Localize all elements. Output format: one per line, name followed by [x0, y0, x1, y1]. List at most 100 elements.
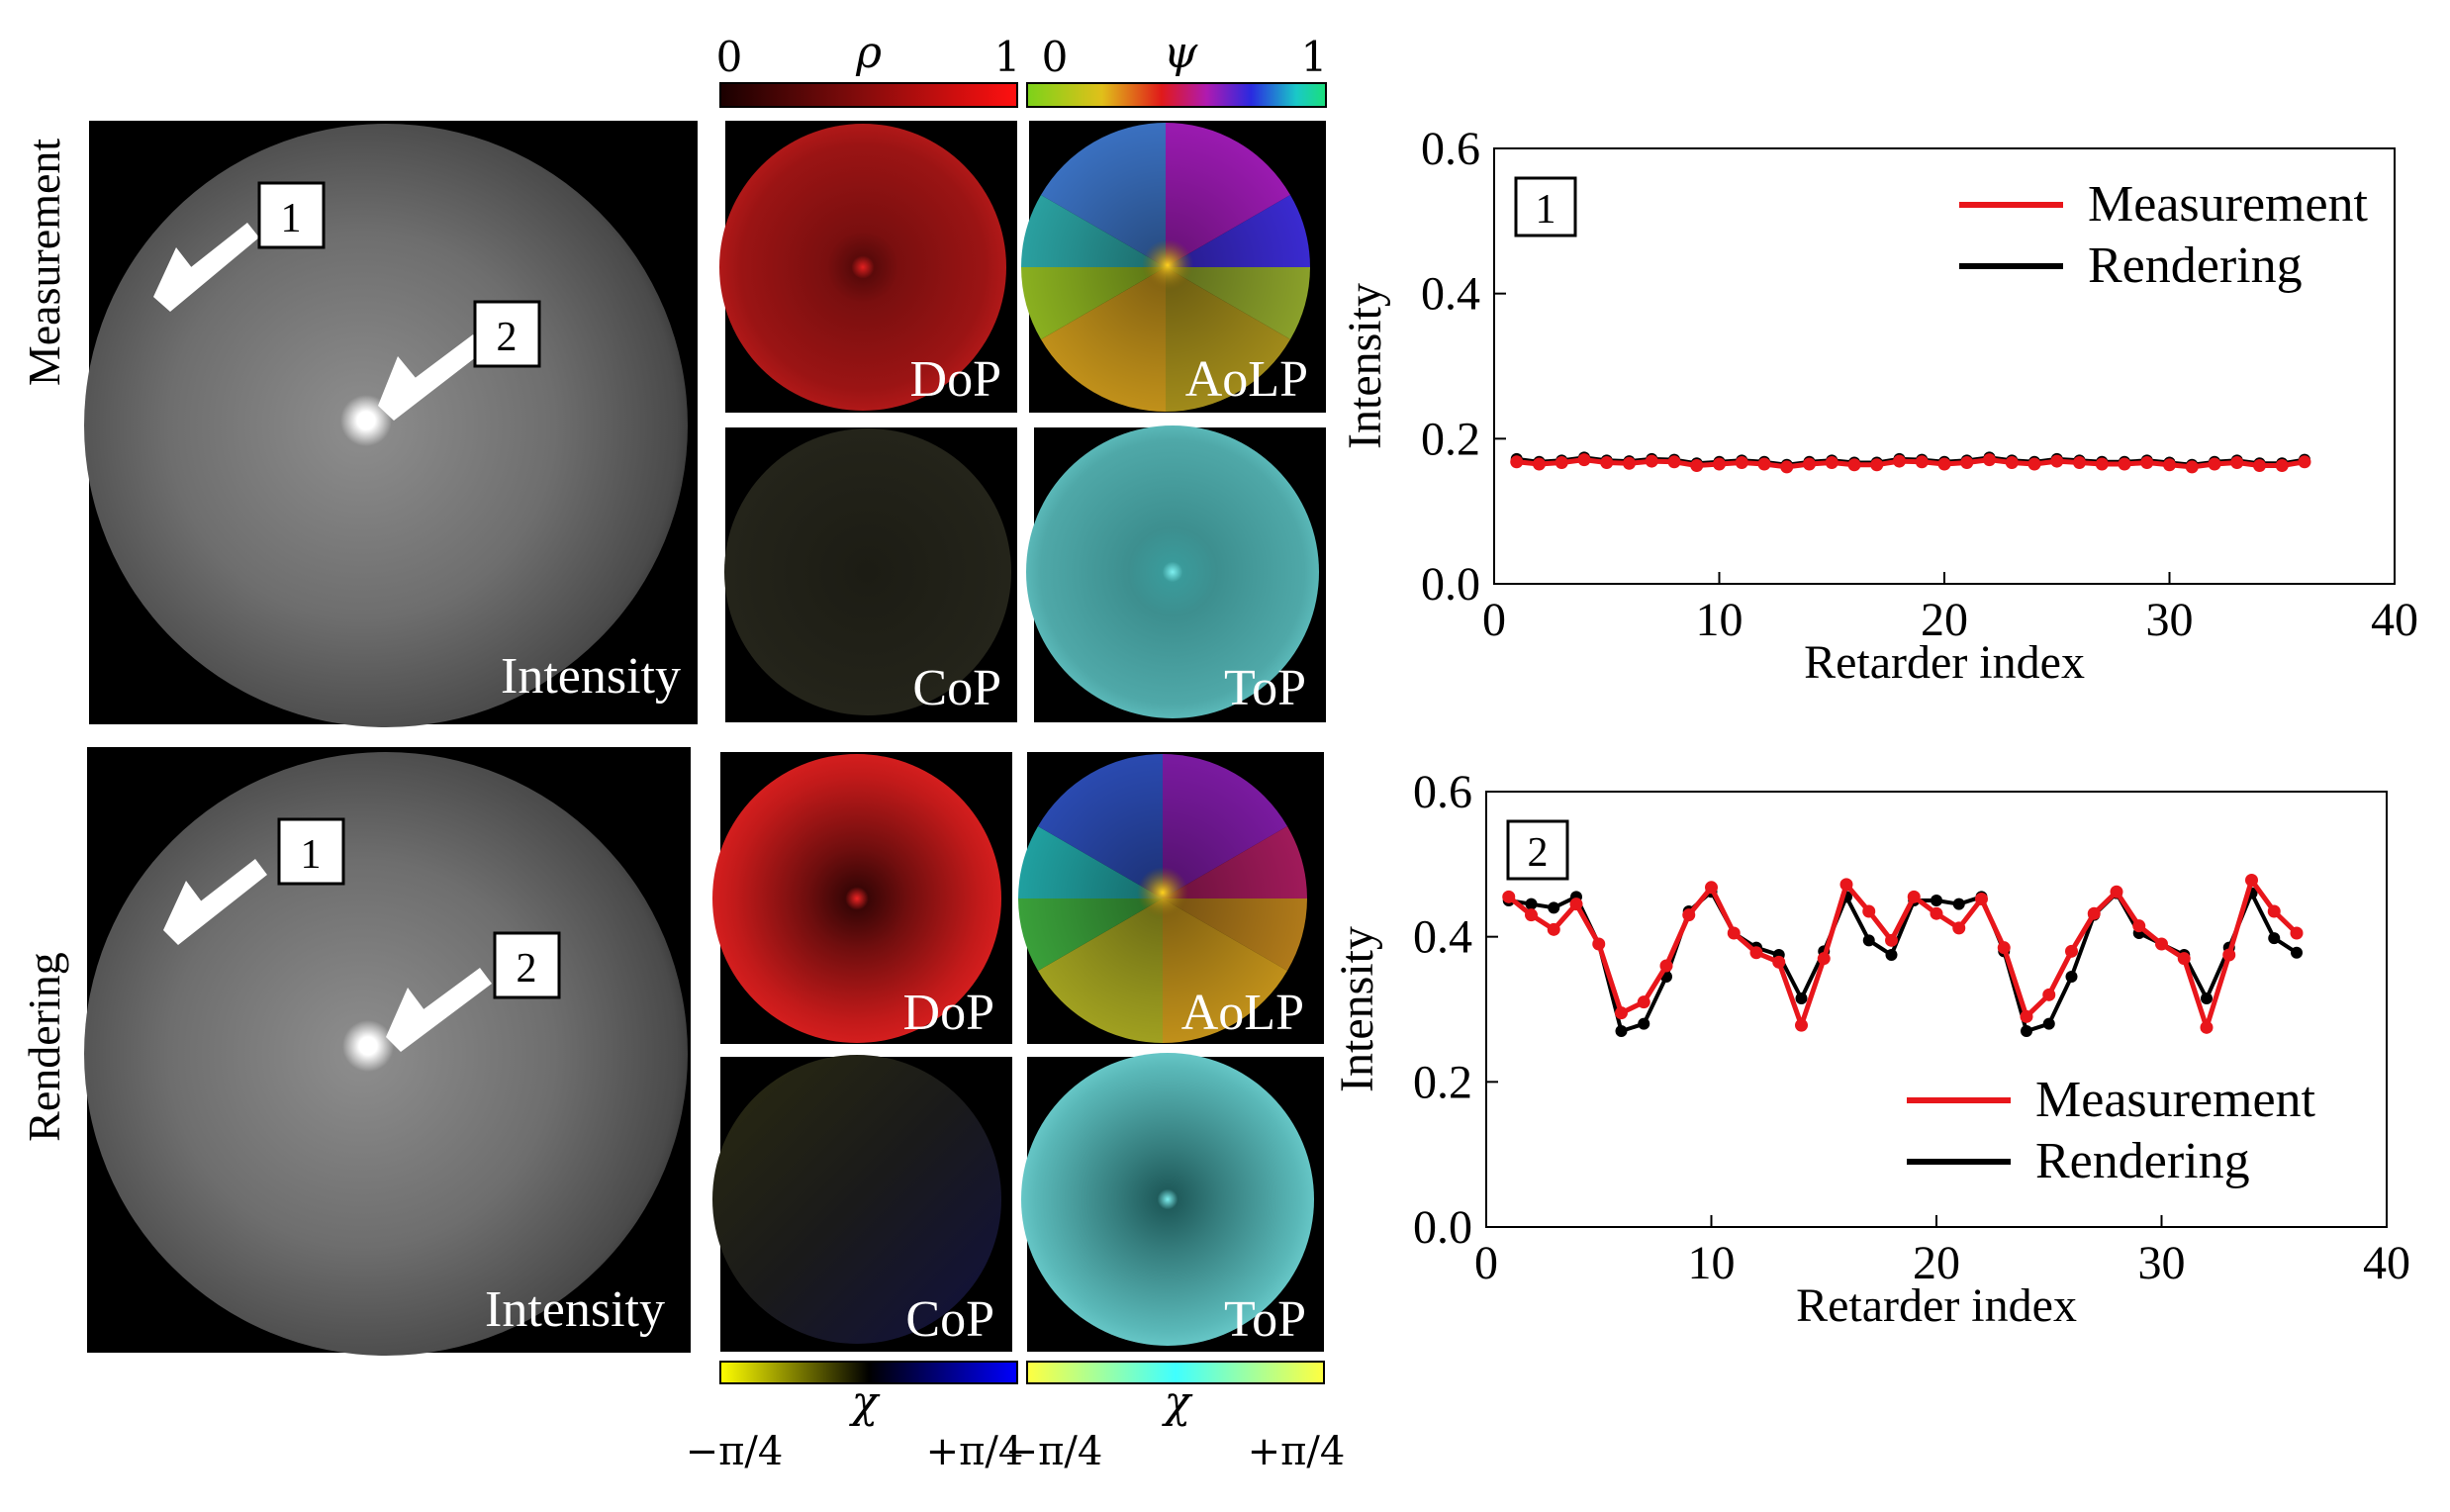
y-tick-label: 0.2: [1413, 1056, 1472, 1108]
colorbar-psi-min: 0: [1042, 33, 1069, 81]
tile-label-dop: DoP: [910, 351, 1001, 408]
panel-label-box: [1506, 819, 1569, 881]
data-point-measurement: [1795, 1018, 1808, 1032]
data-point-measurement: [2095, 457, 2109, 471]
tile-dop-measurement: DoP: [719, 121, 1017, 413]
panel-label: 1: [1536, 187, 1556, 233]
data-point-measurement: [1937, 457, 1951, 471]
data-point-measurement: [1592, 937, 1606, 951]
y-tick-label: 0.2: [1421, 413, 1480, 465]
intensity-chart-point-1: 0 10 20 30 40 0.0 0.2 0.4 0.6 Retarder index Inten…: [1339, 123, 2418, 689]
data-point-measurement: [2073, 456, 2086, 470]
data-point-rendering: [2268, 932, 2281, 945]
arrow-1: [153, 223, 259, 312]
data-point-measurement: [2020, 1009, 2033, 1023]
panel-label: 2: [1528, 830, 1549, 876]
data-point-rendering: [2291, 946, 2303, 959]
data-point-measurement: [1682, 908, 1696, 922]
colorbar-chi-cop: −π/4 χ +π/4: [686, 1361, 1024, 1474]
tile-label-dop: DoP: [903, 985, 994, 1041]
data-point-measurement: [2065, 944, 2078, 958]
data-point-measurement: [1825, 456, 1838, 470]
data-point-measurement: [2245, 873, 2258, 887]
data-point-rendering: [1615, 1025, 1628, 1037]
tile-label-top: ToP: [1224, 660, 1306, 716]
x-tick-label: 20: [1921, 594, 1968, 646]
callout-box-1: [277, 817, 345, 886]
data-point-measurement: [1600, 456, 1614, 470]
legend-label-rendering: Rendering: [2088, 237, 2303, 294]
callout-2: 2: [497, 315, 518, 360]
data-point-measurement: [1885, 933, 1898, 947]
tile-cop-rendering: CoP: [712, 1055, 1012, 1352]
data-point-rendering: [1862, 934, 1875, 947]
intensity-panel-rendering: 1 2 Intensity: [84, 747, 691, 1356]
data-point-measurement: [1983, 453, 1996, 467]
data-point-rendering: [1548, 901, 1560, 914]
colorbar-rho-symbol: ρ: [855, 28, 882, 78]
data-point-measurement: [2140, 456, 2154, 470]
data-point-measurement: [1997, 941, 2011, 955]
tile-label-cop: CoP: [905, 1291, 994, 1348]
y-tick-label: 0.6: [1413, 766, 1472, 818]
data-point-measurement: [1839, 878, 1853, 892]
data-point-rendering: [1795, 992, 1808, 1004]
data-point-measurement: [2132, 919, 2146, 933]
data-point-measurement: [1862, 904, 1876, 918]
intensity-chart-point-2: 0 10 20 30 40 0.0 0.2 0.4 0.6 Retarder index Inten…: [1331, 766, 2410, 1332]
data-point-measurement: [1915, 455, 1929, 469]
data-point-measurement: [2200, 1020, 2214, 1034]
legend-label-rendering: Rendering: [2035, 1133, 2250, 1189]
x-axis-label: Retarder index: [1796, 1279, 2077, 1332]
colorbar-rho-max: 1: [994, 33, 1021, 81]
colorbar-chi-top: −π/4 χ +π/4: [1005, 1361, 1345, 1474]
x-tick-label: 10: [1688, 1237, 1736, 1289]
x-tick-label: 30: [2138, 1237, 2186, 1289]
data-point-rendering: [2065, 971, 2078, 983]
data-point-measurement: [1645, 454, 1658, 468]
y-axis-label: Intensity: [1331, 926, 1383, 1092]
callout-1: 1: [301, 832, 322, 878]
x-axis-label: Retarder index: [1804, 636, 2085, 689]
data-point-measurement: [2185, 460, 2199, 474]
data-point-measurement: [2275, 458, 2289, 472]
data-point-measurement: [1757, 457, 1771, 471]
data-point-measurement: [2298, 455, 2311, 469]
arrow-1: [163, 859, 267, 945]
data-point-rendering: [1525, 898, 1538, 910]
data-point-measurement: [1780, 460, 1794, 474]
colorbar-rho: 0 ρ 1: [716, 28, 1021, 108]
data-point-measurement: [1893, 454, 1906, 468]
aolp-hue-wheel: [1021, 123, 1310, 412]
y-tick-label: 0.4: [1421, 268, 1480, 321]
data-point-measurement: [1803, 457, 1816, 471]
data-point-measurement: [2087, 906, 2101, 920]
y-tick-label: 0.0: [1421, 558, 1480, 611]
y-tick-label: 0.6: [1421, 123, 1480, 175]
x-tick-label: 40: [2363, 1237, 2410, 1289]
data-point-measurement: [1667, 455, 1681, 469]
callout-1: 1: [281, 196, 302, 241]
data-point-rendering: [1638, 1017, 1650, 1030]
data-point-measurement: [2208, 457, 2221, 471]
data-point-measurement: [1533, 457, 1546, 471]
data-point-measurement: [1870, 458, 1884, 472]
callout-box-1: [257, 181, 326, 249]
colorbar-chi-cop-symbol: χ: [849, 1377, 881, 1428]
specular-highlight: [342, 1020, 394, 1072]
data-point-measurement: [2163, 458, 2176, 472]
data-point-measurement: [1525, 908, 1538, 922]
data-point-rendering: [1952, 898, 1965, 910]
data-point-measurement: [2222, 948, 2236, 962]
data-point-measurement: [1713, 457, 1726, 471]
data-point-rendering: [1885, 949, 1898, 961]
x-tick-label: 20: [1913, 1237, 1960, 1289]
arrow-2: [386, 968, 492, 1052]
data-point-measurement: [2267, 904, 2281, 918]
x-tick-label: 30: [2146, 594, 2194, 646]
colorbar-chi-cop-max: +π/4: [926, 1429, 1024, 1474]
tile-aolp-measurement: AoLP: [1021, 121, 1326, 413]
data-point-measurement: [1705, 881, 1718, 895]
data-point-measurement: [1727, 926, 1741, 940]
